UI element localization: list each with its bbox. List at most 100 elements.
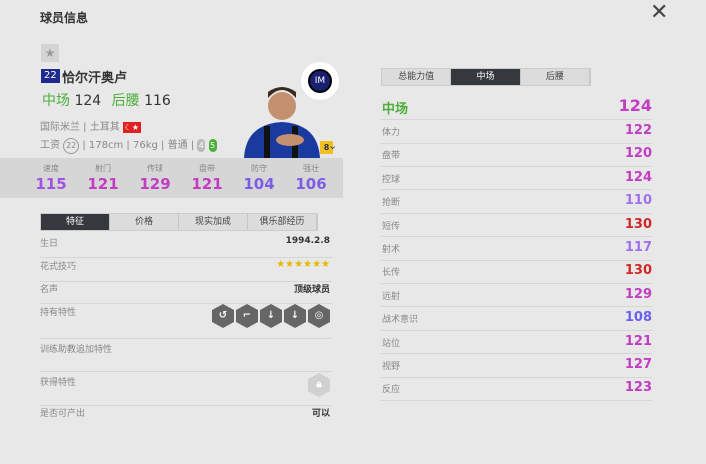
attribute-label: 抢断 xyxy=(382,198,401,209)
club-nation: 国际米兰 | 土耳其 ☾★ xyxy=(40,121,141,133)
stat-item: 传球 129 xyxy=(129,158,181,198)
lock-icon: 🔒︎ xyxy=(306,373,330,397)
position-header-row: 中场 124 xyxy=(381,95,652,120)
attribute-label: 体力 xyxy=(382,128,401,138)
attribute-row: 站位 121 xyxy=(381,331,652,355)
attribute-value: 123 xyxy=(624,380,652,396)
position-2: 后腰 xyxy=(111,93,140,109)
stat-label: 防守 xyxy=(251,164,267,173)
position-2-rating: 116 xyxy=(144,93,171,109)
tab-info-1[interactable]: 价格 xyxy=(110,214,179,230)
attribute-label: 短传 xyxy=(382,221,401,232)
trait-icon-5[interactable]: ◎ xyxy=(308,304,330,328)
player-number: 22 xyxy=(41,69,60,83)
attribute-row: 短传 130 xyxy=(381,214,652,238)
tab-position-1[interactable]: 中场 xyxy=(451,69,521,85)
wage-badge: 22 xyxy=(63,138,80,154)
fame-label: 名声 xyxy=(40,285,59,295)
club-logo: IM xyxy=(301,62,339,100)
stats-bar: 速度 115 射门 121 传球 129 盘带 121 防守 104 强壮 106 xyxy=(0,158,343,198)
stat-value: 104 xyxy=(243,175,275,193)
tab-position-2[interactable]: 后腰 xyxy=(520,69,590,85)
close-icon[interactable]: ✕ xyxy=(650,0,669,25)
fame-value: 顶级球员 xyxy=(293,285,330,295)
tab-info-0[interactable]: 特征 xyxy=(41,214,110,230)
attribute-row: 体力 122 xyxy=(381,120,652,144)
fame-row: 名声 顶级球员 xyxy=(40,282,332,304)
skill-label: 花式技巧 xyxy=(40,262,77,272)
stat-value: 129 xyxy=(139,175,171,193)
stat-item: 速度 115 xyxy=(25,158,77,198)
position-header-value: 124 xyxy=(618,96,652,115)
attribute-value: 121 xyxy=(624,333,652,349)
attribute-value: 117 xyxy=(624,240,652,255)
attribute-value: 122 xyxy=(624,123,652,138)
attribute-label: 控球 xyxy=(382,174,401,185)
attribute-value: 129 xyxy=(624,286,652,302)
tab-position-0[interactable]: 总能力值 xyxy=(382,69,452,85)
birthday-row: 生日 1994.2.8 xyxy=(40,236,332,258)
skill-stars: ★★★★★★ xyxy=(276,259,330,270)
wage-label: 工资 xyxy=(40,140,60,151)
stat-label: 盘带 xyxy=(199,164,215,173)
birthday-label: 生日 xyxy=(40,239,59,249)
tab-info-2[interactable]: 现实加成 xyxy=(179,214,248,230)
stat-item: 强壮 106 xyxy=(285,158,337,198)
skill-row: 花式技巧 ★★★★★★ xyxy=(40,259,332,282)
trait-icon-4[interactable]: ↓ xyxy=(284,304,306,328)
producible-row: 是否可产出 可以 xyxy=(40,406,332,420)
stat-item: 盘带 121 xyxy=(181,158,233,198)
nation: 土耳其 xyxy=(89,122,120,133)
trait-icons: ↺ ⌐ ↓ ↓ ◎ xyxy=(210,304,330,328)
coach-traits-row: 训练助教追加特性 xyxy=(40,339,332,372)
attribute-row: 控球 124 xyxy=(381,167,652,191)
info-tabs: 特征 价格 现实加成 俱乐部经历 xyxy=(40,213,318,231)
attribute-row: 抢断 110 xyxy=(381,190,652,214)
traits-label: 持有特性 xyxy=(40,308,77,318)
attribute-label: 长传 xyxy=(382,268,401,279)
attribute-value: 130 xyxy=(624,263,652,279)
traits-row: 持有特性 ↺ ⌐ ↓ ↓ ◎ xyxy=(40,304,332,339)
attribute-row: 远射 129 xyxy=(381,284,652,308)
attribute-value: 110 xyxy=(624,193,652,209)
attribute-value: 130 xyxy=(624,216,652,232)
tab-info-3[interactable]: 俱乐部经历 xyxy=(248,214,317,230)
trait-icon-2[interactable]: ⌐ xyxy=(236,304,258,328)
chevron-down-icon[interactable]: ⌄ xyxy=(328,139,338,152)
acquired-traits-row: 获得特性 🔒︎ xyxy=(40,373,332,406)
attribute-value: 124 xyxy=(624,169,652,185)
producible-label: 是否可产出 xyxy=(40,409,86,419)
trait-icon-1[interactable]: ↺ xyxy=(212,304,234,328)
weight: 76kg xyxy=(132,140,158,151)
stat-label: 速度 xyxy=(43,164,59,173)
attribute-value: 127 xyxy=(624,357,652,372)
stat-value: 106 xyxy=(295,175,327,193)
club-name: 国际米兰 xyxy=(40,122,80,133)
acquired-traits-label: 获得特性 xyxy=(40,378,77,388)
player-name: 恰尔汗奥卢 xyxy=(62,71,128,86)
stat-value: 115 xyxy=(35,175,67,193)
favorite-star-icon[interactable]: ★ xyxy=(41,44,59,62)
stat-label: 传球 xyxy=(147,164,163,173)
attribute-row: 长传 130 xyxy=(381,260,652,284)
attribute-row: 射术 117 xyxy=(381,237,652,261)
position-tabs: 总能力值 中场 后腰 xyxy=(381,68,591,86)
stat-item: 防守 104 xyxy=(233,158,285,198)
producible-value: 可以 xyxy=(311,409,330,419)
stat-value: 121 xyxy=(191,175,223,193)
attribute-label: 盘带 xyxy=(382,151,401,162)
coach-traits-label: 训练助教追加特性 xyxy=(40,345,113,355)
attribute-label: 反应 xyxy=(382,385,401,396)
attribute-row: 视野 127 xyxy=(381,354,652,378)
trait-icon-3[interactable]: ↓ xyxy=(260,304,282,328)
position-1-rating: 124 xyxy=(74,93,102,109)
attribute-label: 远射 xyxy=(382,291,401,302)
attribute-value: 108 xyxy=(624,310,652,326)
player-meta: 工资 22 | 178cm | 76kg | 普通 | 4 5 xyxy=(40,136,217,154)
attribute-row: 盘带 120 xyxy=(381,143,652,167)
page-title: 球员信息 xyxy=(40,11,89,25)
stat-label: 射门 xyxy=(95,164,111,173)
attribute-label: 战术意识 xyxy=(382,315,419,326)
position-1: 中场 xyxy=(42,93,70,109)
stat-item: 射门 121 xyxy=(77,158,129,198)
